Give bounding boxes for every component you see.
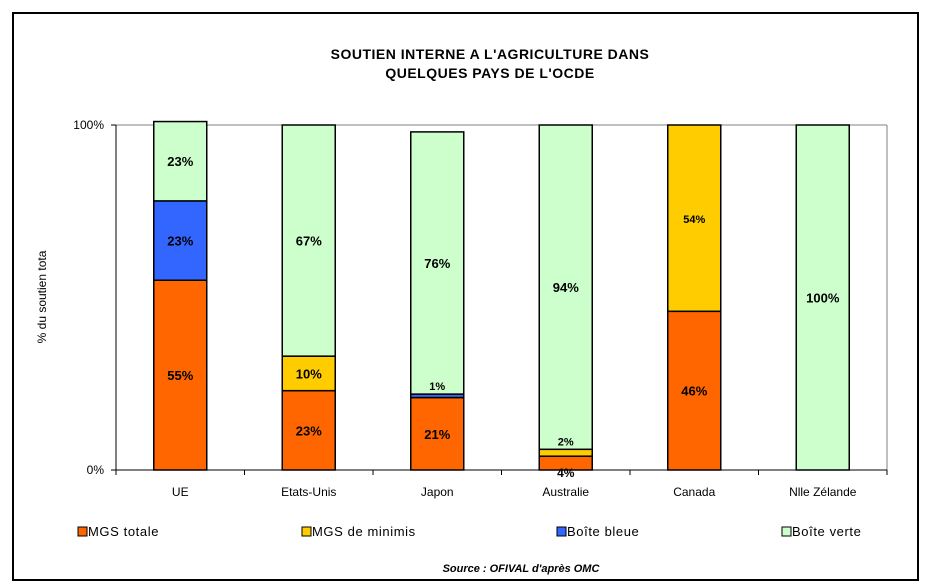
data-label: 54% <box>683 214 705 226</box>
legend-label: MGS totale <box>88 524 159 539</box>
y-tick-label: 100% <box>73 118 104 132</box>
data-label: 10% <box>296 366 322 381</box>
bar-segment <box>667 310 722 471</box>
chart-title: SOUTIEN INTERNE A L'AGRICULTURE DANS QUEL… <box>331 46 650 81</box>
x-tick-label: Canada <box>673 485 715 499</box>
data-label: 23% <box>296 423 322 438</box>
bar-segment <box>281 124 336 357</box>
y-tick-label: 0% <box>87 463 105 477</box>
x-tick-label: UE <box>172 485 189 499</box>
y-axis-label: % du soutien tota <box>35 250 49 343</box>
legend: MGS totale MGS de minimis Boîte bleue Boîte… <box>77 524 861 539</box>
legend-swatch <box>556 526 567 537</box>
bar-segment <box>153 200 208 281</box>
data-label: 1% <box>429 381 445 393</box>
legend-label: MGS de minimis <box>312 524 416 539</box>
x-tick-label: Australie <box>542 485 589 499</box>
x-tick-label: Nlle Zélande <box>789 485 857 499</box>
legend-swatch <box>781 526 792 537</box>
plot-area <box>116 124 888 470</box>
data-label: 100% <box>806 291 840 306</box>
data-label: 76% <box>424 256 450 271</box>
bars <box>153 120 850 471</box>
x-tick-label: Etats-Unis <box>281 485 336 499</box>
data-label: 46% <box>681 384 707 399</box>
legend-label: Boîte verte <box>792 524 861 539</box>
data-labels: 55% 23% 23% 23% 10% 67% 21% 1% 76% 4% 2% 94% 46% 54% 1… <box>167 154 840 480</box>
data-label: 23% <box>167 234 193 249</box>
legend-swatch <box>77 526 88 537</box>
source-note: Source : OFIVAL d'après OMC <box>443 563 601 575</box>
bar-segment <box>153 120 208 202</box>
data-label: 94% <box>553 280 579 295</box>
legend-label: Boîte bleue <box>567 524 639 539</box>
chart-title-line: QUELQUES PAYS DE L'OCDE <box>385 65 594 81</box>
data-label: 23% <box>167 154 193 169</box>
x-tick-label: Japon <box>421 485 454 499</box>
bar-segment <box>795 124 850 471</box>
bar-segment <box>281 355 336 392</box>
data-label: 55% <box>167 368 193 383</box>
bar-segment <box>538 448 593 457</box>
data-label: 2% <box>558 436 574 448</box>
data-label: 21% <box>424 427 450 442</box>
axes: 100% 0% UE Etats-Unis Japon Australie Canada Nl… <box>35 118 888 499</box>
data-label: 4% <box>557 466 575 480</box>
legend-swatch <box>301 526 312 537</box>
bar-segment <box>410 131 465 395</box>
chart-title-line: SOUTIEN INTERNE A L'AGRICULTURE DANS <box>331 46 650 62</box>
bar-segment <box>538 124 593 451</box>
data-label: 67% <box>296 234 322 249</box>
bar-segment <box>667 124 722 313</box>
